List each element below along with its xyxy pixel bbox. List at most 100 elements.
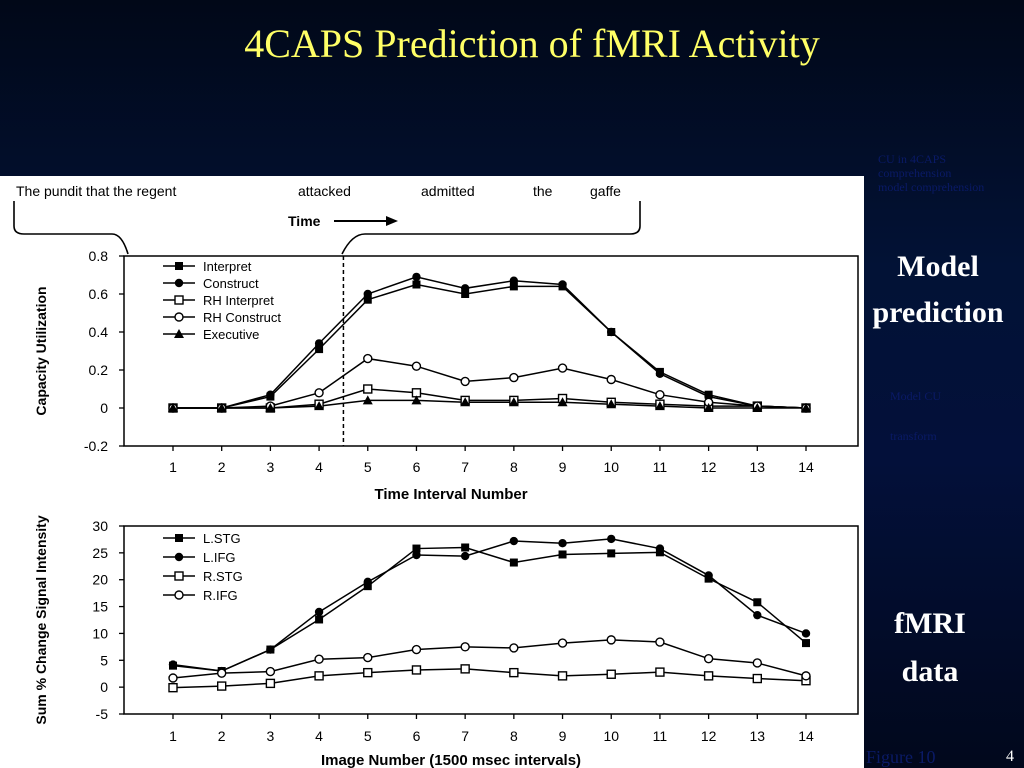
y-axis-label: Capacity Utilization <box>33 286 49 415</box>
data-point <box>557 363 568 373</box>
x-tick-label: 2 <box>218 728 226 744</box>
data-point <box>703 653 714 664</box>
x-tick-label: 2 <box>218 459 226 475</box>
label-line: fMRI <box>894 607 966 640</box>
data-point <box>703 671 714 681</box>
data-point <box>314 607 324 617</box>
data-point <box>558 280 567 289</box>
x-tick-label: 6 <box>413 459 421 475</box>
data-point <box>314 388 324 398</box>
data-point <box>753 598 762 607</box>
legend-marker <box>174 571 184 581</box>
legend-label: L.STG <box>203 531 241 546</box>
time-arrow-head <box>386 216 398 226</box>
time-label: Time <box>288 213 321 229</box>
data-point <box>168 660 178 669</box>
data-point <box>801 403 811 412</box>
data-point <box>654 401 665 411</box>
series-line-l-ifg <box>172 538 807 672</box>
x-tick-label: 5 <box>364 459 372 475</box>
data-point <box>509 643 519 653</box>
data-point <box>216 681 227 691</box>
legend-marker <box>174 312 184 322</box>
label-line: prediction <box>872 296 1004 329</box>
legend-label: L.IFG <box>203 550 236 565</box>
legend-marker <box>174 552 184 562</box>
data-point <box>509 667 519 678</box>
legend-label: RH Construct <box>203 310 281 325</box>
data-point <box>315 615 324 624</box>
data-point <box>655 544 665 553</box>
y-tick-label: 0 <box>100 400 108 416</box>
series-line-construct <box>173 276 807 409</box>
data-point <box>363 289 372 299</box>
legend-label: Executive <box>203 327 259 342</box>
plot-frame <box>123 525 859 715</box>
data-point <box>606 669 616 679</box>
x-tick-label: 11 <box>653 459 668 475</box>
data-point <box>607 549 616 558</box>
data-point <box>265 666 276 677</box>
data-point <box>460 376 470 387</box>
data-point <box>509 558 518 567</box>
data-point <box>363 652 373 663</box>
x-tick-label: 13 <box>750 459 766 475</box>
data-point <box>412 280 421 289</box>
legend-marker <box>174 295 184 305</box>
fmri-data-label: fMRI data <box>850 600 1010 696</box>
data-point <box>558 550 567 559</box>
y-tick-label: 0 <box>100 679 108 695</box>
data-point <box>461 543 470 552</box>
x-tick-label: 14 <box>798 459 814 475</box>
sentence-word: attacked <box>298 183 351 199</box>
y-tick-label: 0.4 <box>89 324 109 340</box>
series-line-executive <box>173 399 806 409</box>
sentence-word: The pundit that the regent <box>16 183 176 199</box>
legend-label: Interpret <box>203 259 252 274</box>
series-line-interpret <box>173 283 807 409</box>
x-tick-label: 1 <box>169 459 177 475</box>
chart-1: 0.80.60.40.20-0.21 2 3 4 5 6 7 8 9 10 11 12 13 14Time… <box>33 248 859 503</box>
data-point <box>363 667 373 678</box>
y-tick-label: 0.2 <box>89 362 109 378</box>
data-point <box>606 635 616 645</box>
label-line: data <box>901 655 959 688</box>
sentence-word: admitted <box>421 183 475 199</box>
side-note-top: CU in 4CAPS comprehension model comprehe… <box>878 152 984 194</box>
data-point <box>509 282 518 291</box>
sentence-word: gaffe <box>590 183 621 199</box>
side-note-mid: Model CU transform <box>890 376 941 456</box>
model-prediction-label: Model prediction <box>858 244 1018 336</box>
data-point <box>265 678 276 689</box>
x-tick-label: 8 <box>510 459 518 475</box>
figure-caption: Figure 10 <box>866 747 936 767</box>
legend-marker <box>174 278 184 288</box>
data-point <box>411 665 422 675</box>
time-bracket-left <box>13 201 129 255</box>
data-point <box>168 682 178 693</box>
legend-label: Construct <box>203 276 259 291</box>
figure-svg: The pundit that the regent attacked admitt… <box>13 183 859 768</box>
sentence-word: the <box>533 183 553 199</box>
x-tick-label: 13 <box>750 728 766 744</box>
data-point <box>460 551 470 561</box>
y-tick-label: 0.6 <box>89 286 109 302</box>
side-note-line: model comprehension <box>878 180 985 194</box>
data-point <box>314 671 324 681</box>
data-point <box>461 290 470 298</box>
data-point <box>412 550 421 560</box>
data-point <box>752 673 763 684</box>
x-tick-label: 6 <box>413 728 421 744</box>
data-point <box>509 276 519 285</box>
data-point <box>460 284 470 293</box>
legend-marker <box>174 590 184 600</box>
series-line-r-ifg <box>172 639 807 679</box>
data-point <box>509 536 519 546</box>
data-point <box>655 389 665 400</box>
data-point <box>216 403 227 412</box>
y-tick-label: 0.8 <box>89 248 109 264</box>
data-point <box>557 671 568 681</box>
time-bracket-right <box>341 201 641 255</box>
x-tick-label: 9 <box>559 459 567 475</box>
data-point <box>802 639 810 648</box>
